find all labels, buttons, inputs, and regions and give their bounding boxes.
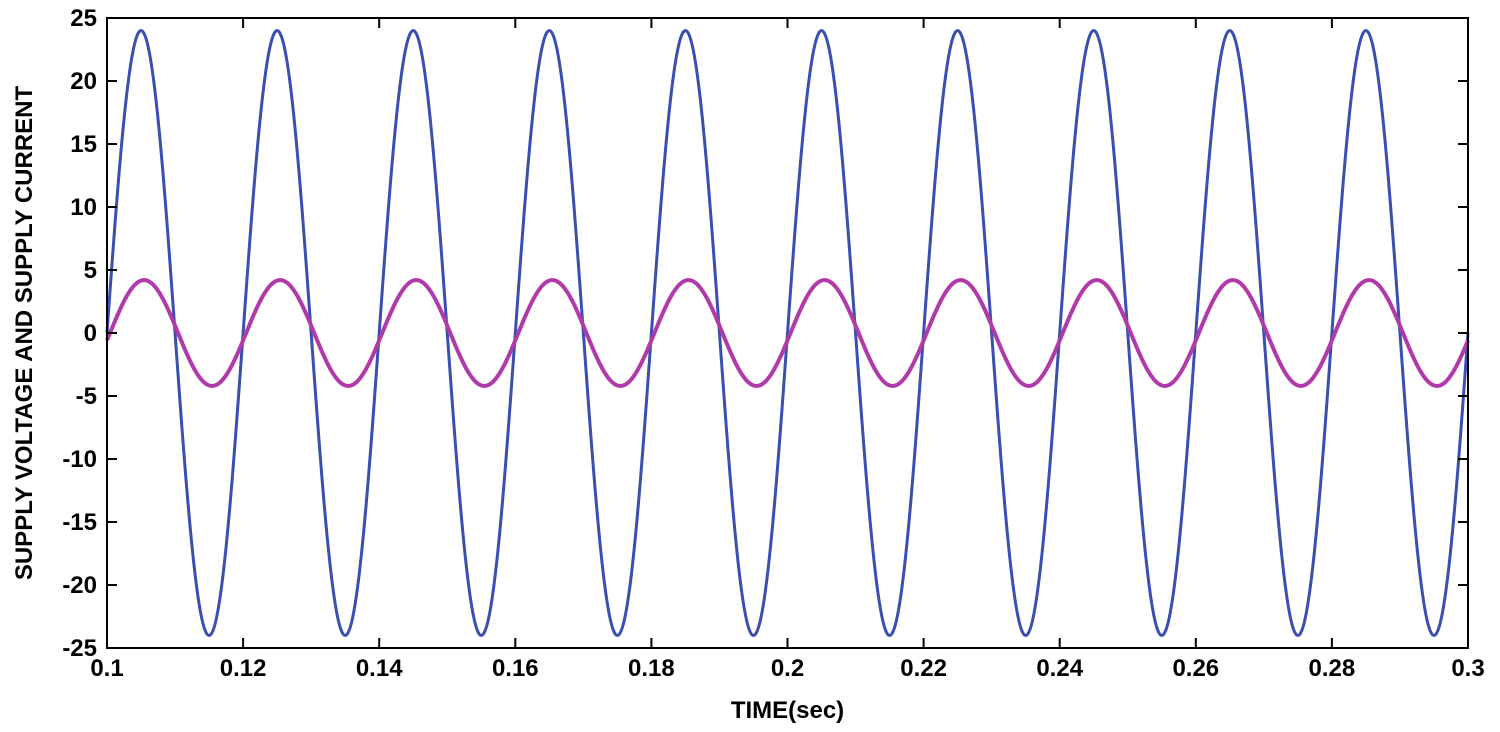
y-tick-label: 15 — [70, 131, 97, 158]
series-line-1 — [105, 29, 1470, 637]
y-axis: -25 -20 -15 -10 -5 0 5 10 15 20 25 — [62, 5, 1468, 662]
x-tick-label: 0.22 — [900, 655, 947, 682]
x-axis: 0.1 0.12 0.14 0.16 0.18 0.2 0.22 0.24 0.26 0.28 0.… — [90, 18, 1485, 682]
y-tick-label: 10 — [70, 194, 97, 221]
x-tick-label: 0.3 — [1451, 655, 1484, 682]
y-tick-label: 5 — [84, 257, 97, 284]
y-tick-label: -20 — [62, 572, 97, 599]
x-tick-label: 0.1 — [90, 655, 123, 682]
x-tick-label: 0.16 — [492, 655, 539, 682]
y-tick-label: -25 — [62, 635, 97, 662]
y-axis-title: SUPPLY VOLTAGE AND SUPPLY CURRENT — [11, 86, 38, 581]
y-tick-label: -15 — [62, 509, 97, 536]
x-tick-label: 0.12 — [220, 655, 267, 682]
x-tick-label: 0.2 — [771, 655, 804, 682]
x-axis-title: TIME(sec) — [731, 697, 844, 724]
x-tick-label: 0.18 — [628, 655, 675, 682]
x-tick-label: 0.26 — [1172, 655, 1219, 682]
series-line-2 — [105, 278, 1470, 388]
y-tick-label: 0 — [84, 320, 97, 347]
y-tick-label: 25 — [70, 5, 97, 32]
series-layer — [105, 29, 1470, 637]
y-tick-label: -10 — [62, 446, 97, 473]
x-tick-label: 0.28 — [1309, 655, 1356, 682]
x-tick-label: 0.24 — [1036, 655, 1083, 682]
x-tick-label: 0.14 — [356, 655, 403, 682]
y-tick-label: 20 — [70, 68, 97, 95]
y-tick-label: -5 — [76, 383, 97, 410]
